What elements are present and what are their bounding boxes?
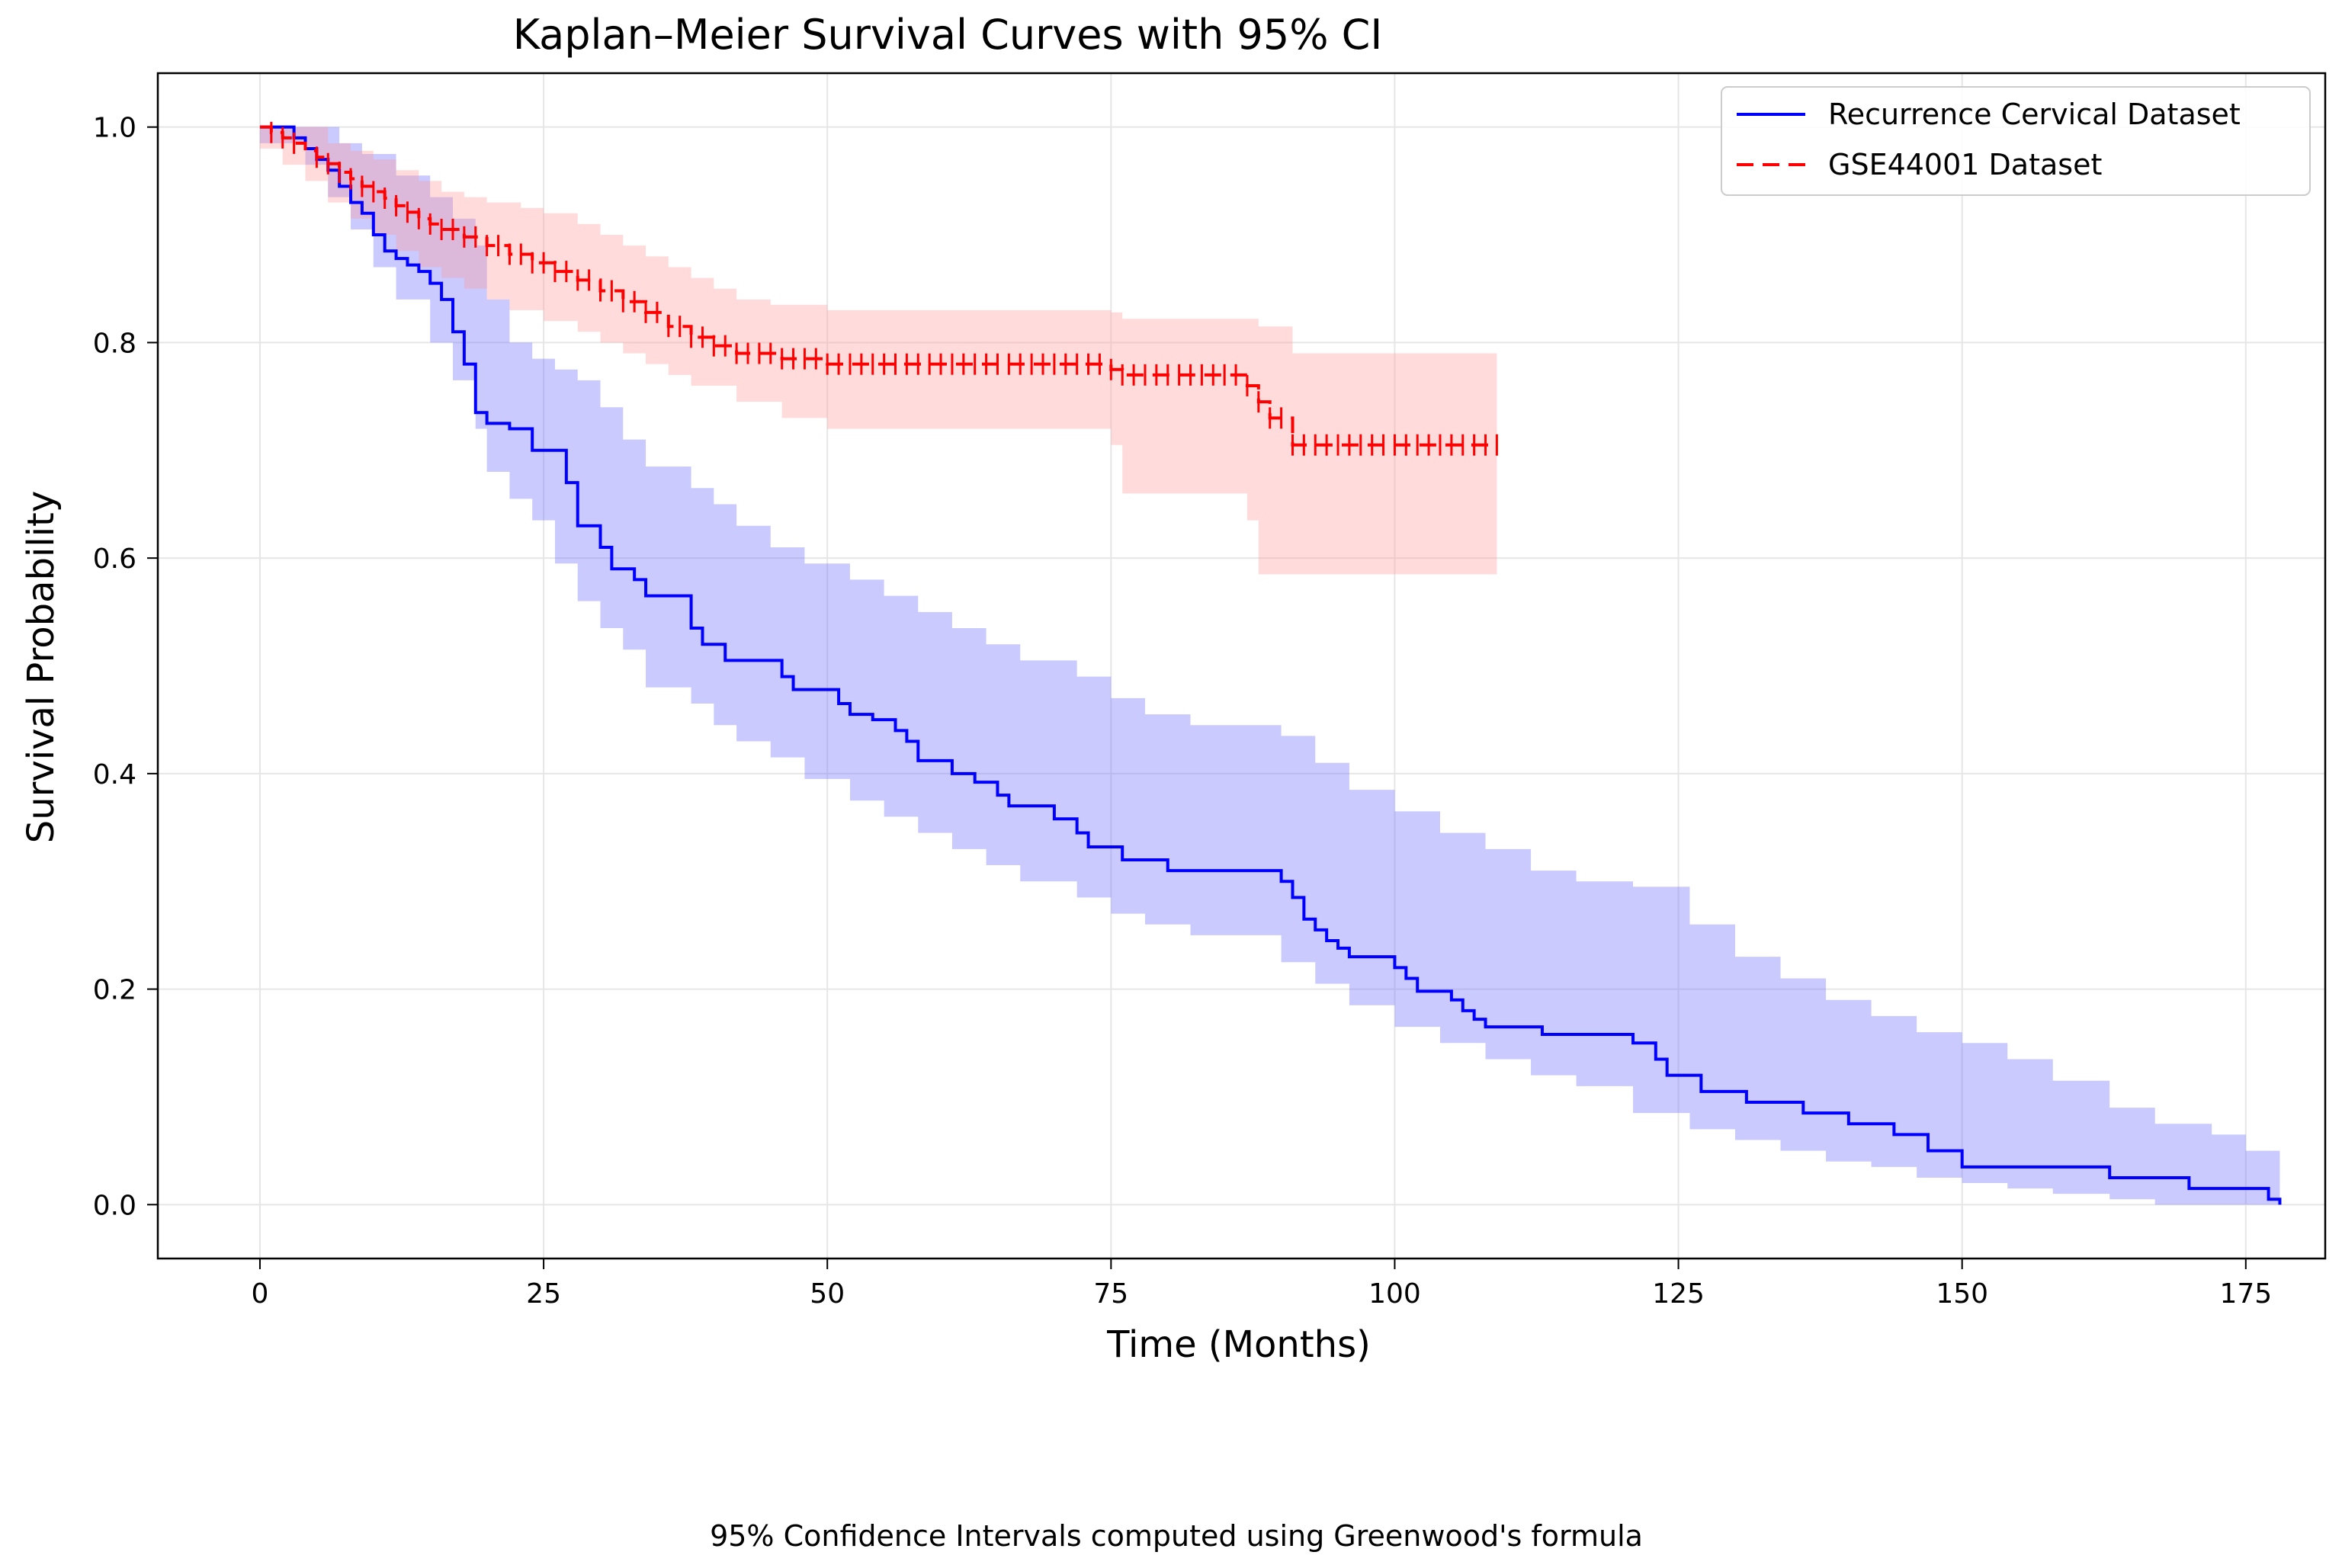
censor-marks xyxy=(270,121,1498,456)
y-tick-label: 0.6 xyxy=(93,544,136,575)
y-axis-label: Survival Probability xyxy=(20,491,63,844)
legend: Recurrence Cervical Dataset GSE44001 Dat… xyxy=(1721,86,2311,196)
y-tick-label: 0.4 xyxy=(93,759,136,790)
legend-box xyxy=(1721,86,2311,196)
x-tick-label: 0 xyxy=(252,1278,269,1310)
x-tick-label: 125 xyxy=(1652,1278,1705,1310)
x-axis-ticks: 0 25 50 75 100 125 150 175 xyxy=(252,1259,2272,1310)
chart-title: Kaplan–Meier Survival Curves with 95% CI xyxy=(513,11,1383,59)
ci-band-recurrence xyxy=(259,127,2280,1205)
confidence-bands xyxy=(259,127,2280,1205)
footnote: 95% Confidence Intervals computed using … xyxy=(710,1519,1643,1553)
y-tick-label: 0.2 xyxy=(93,975,136,1006)
y-tick-label: 0.8 xyxy=(93,328,136,359)
y-axis-ticks: 0.0 0.2 0.4 0.6 0.8 1.0 xyxy=(93,113,158,1221)
legend-label-recurrence: Recurrence Cervical Dataset xyxy=(1828,98,2241,131)
x-tick-label: 100 xyxy=(1368,1278,1421,1310)
x-tick-label: 25 xyxy=(526,1278,561,1310)
x-axis-label: Time (Months) xyxy=(1106,1323,1371,1366)
y-tick-label: 1.0 xyxy=(93,113,136,144)
plot-frame xyxy=(156,72,2327,1260)
x-tick-label: 50 xyxy=(810,1278,845,1310)
legend-label-gse44001: GSE44001 Dataset xyxy=(1828,148,2102,181)
survival-curve-recurrence xyxy=(259,125,2282,1205)
x-tick-label: 75 xyxy=(1093,1278,1128,1310)
ci-band-gse44001 xyxy=(259,127,1497,575)
x-tick-label: 150 xyxy=(1936,1278,1988,1310)
y-tick-label: 0.0 xyxy=(93,1190,136,1221)
x-tick-label: 175 xyxy=(2219,1278,2272,1310)
